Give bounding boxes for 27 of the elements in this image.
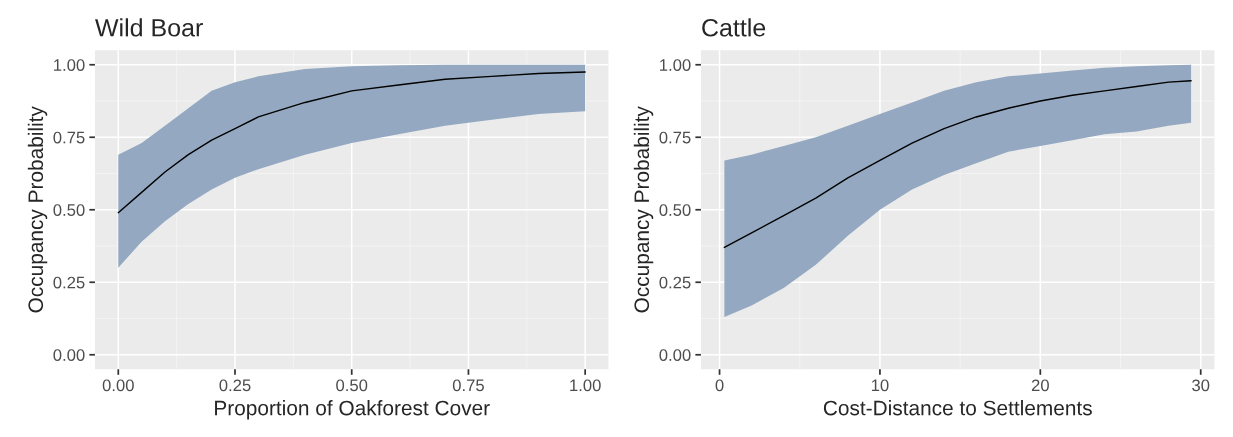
y-tick-label: 1.00 (54, 59, 85, 71)
y-axis-title: Occupancy Probability (27, 106, 48, 313)
x-tick-label: 0 (715, 379, 724, 392)
y-axis-title: Occupancy Probability (633, 106, 654, 313)
x-tick-label: 0.50 (336, 379, 368, 392)
line-series (723, 80, 1192, 249)
chart-title: Cattle (702, 18, 766, 37)
x-tick-label: 0.25 (219, 379, 251, 392)
y-tick-label: 0.25 (659, 276, 691, 289)
y-tick-label: 0.75 (659, 131, 691, 144)
y-tick-label: 1.00 (660, 59, 691, 71)
y-tick-label: 0.00 (659, 349, 691, 361)
x-tick-label: 1.00 (570, 379, 601, 392)
x-axis-title: Proportion of Oakforest Cover (215, 400, 490, 420)
y-tick-label: 0.25 (53, 276, 85, 289)
x-tick-label: 0.75 (452, 379, 484, 392)
line-series (117, 71, 586, 214)
x-tick-label: 30 (1192, 379, 1210, 392)
x-tick-label: 0.00 (102, 379, 134, 392)
x-tick-label: 20 (1031, 379, 1049, 392)
y-tick-label: 0.50 (53, 204, 85, 216)
chart-title: Wild Boar (95, 18, 203, 37)
y-tick-label: 0.00 (53, 349, 85, 361)
x-axis-title: Cost-Distance to Settlements (823, 400, 1092, 416)
y-tick-label: 0.50 (659, 204, 691, 216)
y-tick-label: 0.75 (53, 131, 85, 144)
x-tick-label: 10 (871, 379, 889, 392)
